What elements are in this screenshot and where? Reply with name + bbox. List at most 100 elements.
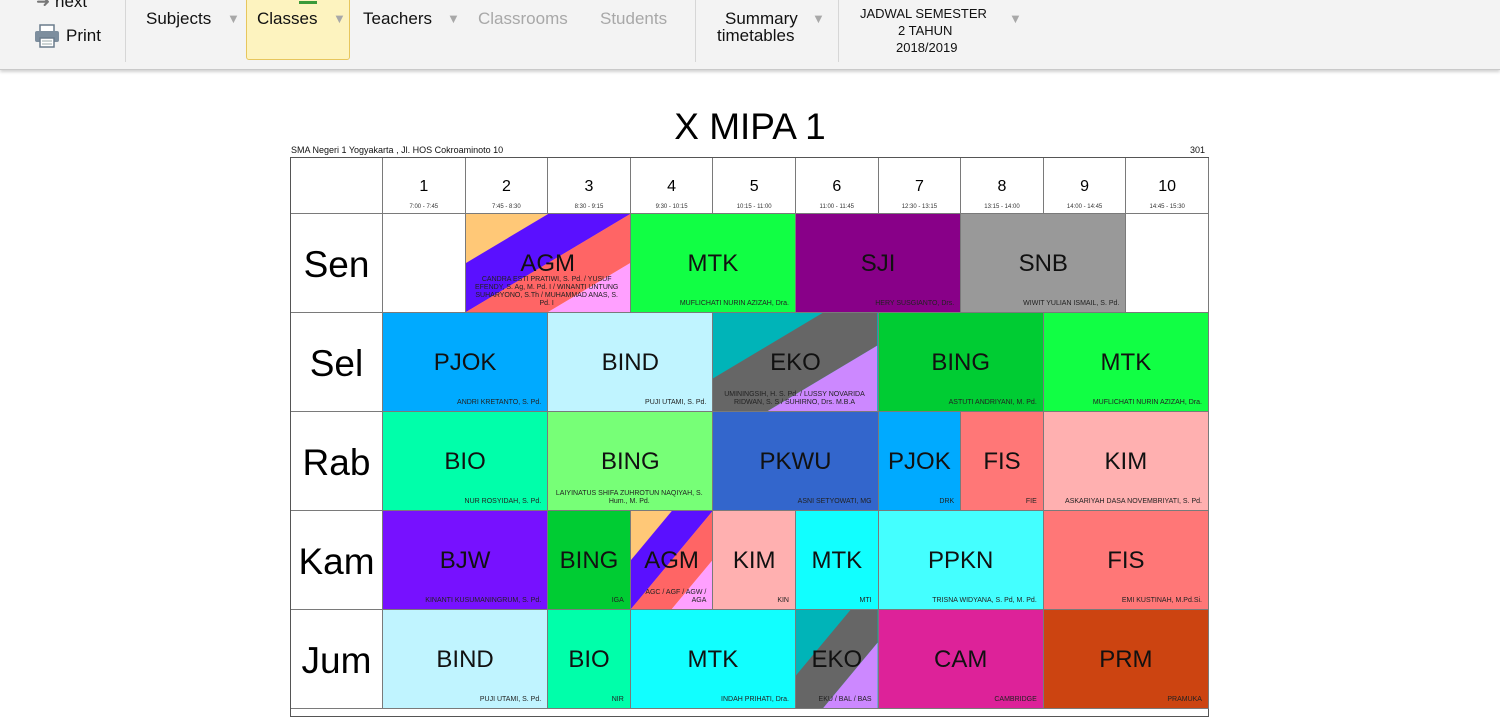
period-number: 8 (997, 178, 1007, 195)
lesson-cell[interactable]: PPKN TRISNA WIDYANA, S. Pd, M. Pd. (878, 511, 1044, 610)
lesson-cell[interactable]: PKWU ASNI SETYOWATI, MG (713, 412, 879, 511)
lesson-cell[interactable]: SJI HERY SUSGIANTO, Drs. (796, 214, 962, 313)
classes-menu[interactable]: Classes (257, 9, 318, 28)
period-header: 5 10:15 - 11:00 (713, 158, 796, 214)
chevron-down-icon[interactable]: ▼ (812, 11, 825, 26)
lesson-stripe (796, 610, 851, 676)
lesson-subject: BIO (444, 448, 486, 475)
schedule-label-line3[interactable]: 2018/2019 (896, 40, 958, 55)
lesson-cell[interactable]: AGM AGC / AGF / AGW / AGA (630, 511, 714, 610)
lesson-subject: FIS (983, 448, 1021, 475)
lesson-teacher: PRAMUKA (1167, 696, 1202, 703)
empty-slot (1126, 214, 1209, 313)
summary-label-line1[interactable]: Summary (725, 9, 798, 28)
lesson-teacher: DRK (939, 498, 955, 505)
arrow-right-icon: ➜ (36, 0, 51, 11)
lesson-subject: KIM (1104, 448, 1148, 475)
lesson-subject: EKO (811, 646, 863, 673)
chevron-down-icon[interactable]: ▼ (447, 11, 460, 26)
period-header: 6 11:00 - 11:45 (796, 158, 879, 214)
lesson-teacher: EMI KUSTINAH, M.Pd.Si. (1121, 597, 1202, 604)
period-time: 14:00 - 14:45 (1066, 204, 1103, 210)
lesson-cell[interactable]: BJW KINANTI KUSUMANINGRUM, S. Pd. (383, 511, 549, 610)
lesson-teacher: HERY SUSGIANTO, Drs. (875, 300, 955, 307)
lesson-cell[interactable]: FIS FIE (961, 412, 1044, 511)
subjects-menu[interactable]: Subjects (146, 9, 212, 28)
period-time: 14:45 - 15:30 (1149, 204, 1185, 210)
lesson-cell[interactable]: BIO NIR (548, 610, 631, 709)
teachers-menu[interactable]: Teachers (363, 9, 432, 28)
classrooms-menu[interactable]: Classrooms (478, 9, 568, 28)
lesson-cell[interactable]: PJOK ANDRI KRETANTO, S. Pd. (383, 313, 549, 412)
lesson-subject: PPKN (928, 547, 994, 574)
lesson-cell[interactable]: SNB WIWIT YULIAN ISMAIL, S. Pd. (961, 214, 1127, 313)
lesson-teacher: ANDRI KRETANTO, S. Pd. (457, 399, 542, 406)
chevron-down-icon[interactable]: ▼ (1009, 11, 1022, 26)
lesson-cell[interactable]: EKO UMININGSIH, H. S. Pd. / LUSSY NOVARID… (713, 313, 879, 412)
day-header: Jum (291, 610, 383, 709)
lesson-cell[interactable]: BIND PUJI UTAMI, S. Pd. (383, 610, 549, 709)
period-header: 4 9:30 - 10:15 (630, 158, 714, 214)
students-menu[interactable]: Students (600, 9, 668, 28)
next-button[interactable]: ➜ next (36, 0, 87, 12)
lesson-cell[interactable]: KIM KIN (713, 511, 796, 610)
lesson-cell[interactable]: CAM CAMBRIDGE (878, 610, 1044, 709)
lesson-subject: PJOK (433, 349, 497, 376)
lesson-teacher: ASNI SETYOWATI, MG (797, 498, 872, 505)
lesson-teacher: NUR ROSYIDAH, S. Pd. (464, 498, 542, 505)
room-number: 301 (1190, 145, 1206, 155)
period-header: 1 7:00 - 7:45 (383, 158, 466, 214)
lesson-cell[interactable]: PRM PRAMUKA (1043, 610, 1209, 709)
lesson-cell[interactable]: BIO NUR ROSYIDAH, S. Pd. (383, 412, 549, 511)
lesson-stripe (671, 560, 713, 609)
print-button[interactable]: Print (66, 26, 101, 45)
lesson-cell[interactable]: BIND PUJI UTAMI, S. Pd. (548, 313, 714, 412)
lesson-cell[interactable]: BING ASTUTI ANDRIYANI, M. Pd. (878, 313, 1044, 412)
lesson-teacher: NIR (611, 696, 624, 703)
lesson-teacher: MTI (859, 597, 872, 604)
lesson-stripe (713, 313, 823, 379)
lesson-cell[interactable]: KIM ASKARIYAH DASA NOVEMBRIYATI, S. Pd. (1043, 412, 1209, 511)
chevron-down-icon[interactable]: ▼ (333, 11, 346, 26)
schedule-label-line1[interactable]: JADWAL SEMESTER (860, 6, 987, 21)
lesson-stripe (768, 345, 878, 411)
lesson-subject: BIND (601, 349, 659, 376)
day-label: Sen (303, 244, 370, 285)
lesson-stripes (713, 313, 878, 411)
day-label: Kam (298, 541, 375, 582)
period-number: 5 (749, 178, 759, 195)
lesson-subject: AGM (644, 547, 699, 574)
day-header: Sen (291, 214, 383, 313)
lesson-cell[interactable]: MTK MUFLICHATI NURIN AZIZAH, Dra. (1043, 313, 1209, 412)
printer-icon[interactable] (34, 24, 60, 48)
lesson-cell[interactable]: EKO EKU / BAL / BAS (796, 610, 879, 709)
lesson-subject: BING (600, 448, 660, 475)
lesson-subject: SJI (860, 250, 896, 277)
lesson-cell[interactable]: MTK MUFLICHATI NURIN AZIZAH, Dra. (630, 214, 796, 313)
lesson-cell[interactable]: PJOK DRK (878, 412, 962, 511)
lesson-cell[interactable]: AGM CANDRA ESTI PRATIWI, S. Pd. / YUSUF E… (465, 214, 631, 313)
classes-menu-active[interactable] (246, 0, 350, 60)
lesson-cell[interactable]: BING LAIYINATUS SHIFA ZUHROTUN NAQIYAH, S… (548, 412, 714, 511)
day-label: Jum (301, 640, 372, 681)
timetable-title: X MIPA 1 (674, 106, 826, 147)
lesson-teacher: FIE (1025, 498, 1037, 505)
lesson-subject: MTK (1100, 349, 1152, 376)
lesson-subject: PRM (1099, 646, 1153, 673)
chevron-down-icon[interactable]: ▼ (227, 11, 240, 26)
toolbar-divider (695, 0, 696, 62)
lesson-teacher: KINANTI KUSUMANINGRUM, S. Pd. (425, 597, 542, 604)
lesson-teacher: CAMBRIDGE (994, 696, 1037, 703)
day-header: Sel (291, 313, 383, 412)
period-time: 10:15 - 11:00 (736, 204, 772, 210)
lesson-subject: EKO (770, 349, 821, 376)
day-label: Sel (309, 343, 364, 384)
lesson-teacher: MUFLICHATI NURIN AZIZAH, Dra. (1092, 399, 1202, 406)
summary-label-line2[interactable]: timetables (717, 26, 795, 45)
lesson-cell[interactable]: BING IGA (548, 511, 631, 610)
lesson-cell[interactable]: MTK INDAH PRIHATI, Dra. (630, 610, 796, 709)
lesson-cell[interactable]: MTK MTI (796, 511, 879, 610)
lesson-cell[interactable]: FIS EMI KUSTINAH, M.Pd.Si. (1043, 511, 1209, 610)
schedule-label-line2[interactable]: 2 TAHUN (898, 23, 953, 38)
period-number: 10 (1158, 178, 1177, 195)
